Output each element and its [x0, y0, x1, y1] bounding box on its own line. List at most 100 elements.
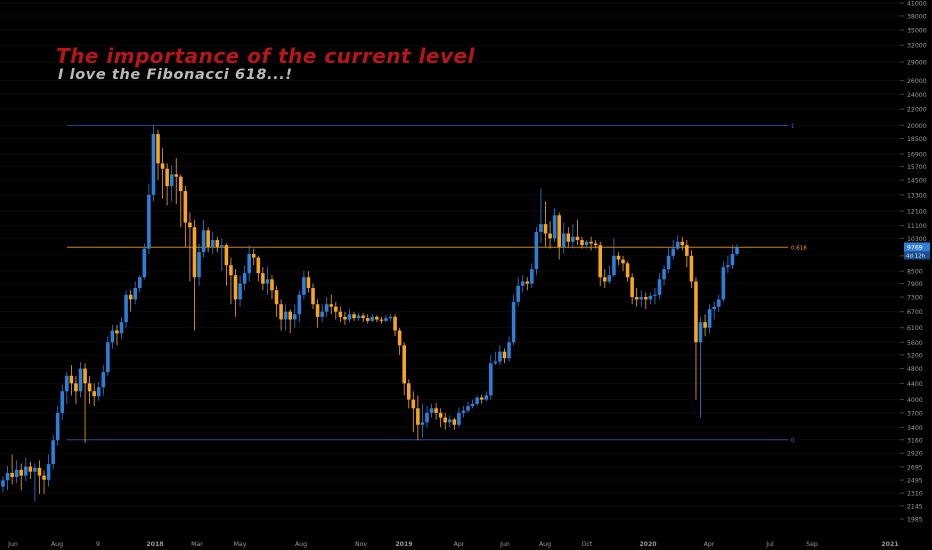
candle — [411, 391, 416, 433]
price-axis[interactable]: 41000 38000 35000 32000 29000 26000 24000 22000… — [900, 0, 932, 550]
candle — [28, 461, 33, 480]
y-tick-label: 26000 — [907, 78, 927, 85]
candle — [712, 301, 716, 320]
candle — [51, 434, 55, 470]
candle-body — [698, 322, 703, 343]
x-tick-label: Mar — [191, 541, 203, 548]
candle — [694, 277, 698, 400]
candle-body — [716, 299, 721, 307]
candle — [507, 336, 511, 362]
candle — [689, 250, 694, 288]
candle — [352, 311, 356, 321]
y-tick-label: 15700 — [907, 164, 927, 171]
candle-body — [539, 224, 543, 232]
x-tick-label: Aug — [295, 541, 307, 548]
candle-body — [406, 383, 411, 400]
candle-body — [192, 227, 197, 278]
candle-body — [338, 311, 343, 317]
candle-body — [575, 236, 580, 241]
candle — [502, 348, 507, 364]
candle-body — [270, 279, 274, 291]
candle-body — [657, 279, 662, 295]
candle — [251, 248, 256, 266]
y-tick-label: 4400 — [907, 381, 923, 388]
candle — [685, 240, 689, 268]
candle-body — [680, 241, 685, 246]
countdown-badge — [904, 251, 930, 260]
candle — [434, 403, 438, 420]
candle-body — [561, 233, 566, 247]
candle — [5, 465, 10, 491]
candle-body — [233, 275, 238, 300]
candle — [55, 405, 60, 446]
x-tick-label: 2018 — [146, 541, 163, 548]
y-tick-label: 4800 — [907, 366, 923, 373]
candle — [657, 273, 662, 300]
candle-body — [397, 330, 402, 346]
candle-body — [489, 363, 493, 396]
candle — [183, 186, 188, 247]
candle — [160, 148, 165, 199]
x-tick-label: 2021 — [881, 541, 898, 548]
candle — [448, 415, 452, 428]
y-tick-label: 24000 — [907, 92, 927, 99]
candle — [584, 240, 589, 249]
candle — [270, 275, 274, 300]
candle-body — [151, 134, 156, 195]
candle-body — [169, 174, 174, 187]
candle-body — [74, 383, 78, 392]
candle-body — [534, 231, 539, 270]
candle-body — [730, 253, 735, 266]
x-tick-label: Jun — [499, 541, 510, 548]
candle — [311, 283, 315, 310]
candle-body — [502, 351, 507, 359]
candle — [156, 129, 160, 181]
candle-body — [1, 480, 5, 487]
candle-body — [520, 281, 525, 286]
candle-body — [315, 304, 320, 317]
candle — [338, 306, 343, 323]
candle-body — [580, 240, 584, 246]
candle — [37, 460, 42, 494]
candle — [470, 399, 475, 409]
candle-body — [425, 412, 429, 423]
candle — [106, 336, 110, 376]
y-tick-label: 29000 — [907, 60, 927, 67]
candle — [110, 324, 115, 349]
candle-body — [96, 387, 101, 397]
y-tick-label: 12100 — [907, 208, 927, 215]
candle — [74, 375, 78, 404]
candle — [33, 463, 37, 502]
candle — [552, 208, 557, 242]
candle — [174, 158, 179, 205]
candle — [292, 304, 297, 328]
time-axis[interactable]: Jun Aug 9 2018 Mar May Aug Nov 2019 Apr Jun Aug Oct 2… — [7, 541, 898, 548]
candle-body — [247, 253, 251, 274]
candle-body — [384, 318, 388, 321]
candle — [192, 219, 197, 331]
x-tick-label: Jul — [765, 541, 774, 548]
y-tick-label: 2920 — [907, 451, 923, 458]
candle — [137, 275, 142, 293]
candle — [297, 290, 302, 323]
candle — [452, 417, 457, 430]
candle-body — [292, 314, 297, 320]
candle — [247, 245, 251, 282]
y-tick-label: 38000 — [907, 13, 927, 20]
candle-body — [147, 194, 151, 249]
y-tick-label: 7300 — [907, 295, 923, 302]
candle — [142, 243, 147, 280]
candle-body — [115, 330, 119, 334]
candle — [274, 285, 279, 317]
candle-body — [124, 294, 128, 323]
candle — [10, 454, 14, 485]
candle-body — [265, 279, 270, 284]
candle-body — [343, 316, 347, 320]
candle-body — [479, 397, 484, 400]
candle — [621, 255, 625, 272]
x-tick-label: Aug — [539, 541, 551, 548]
candle — [361, 312, 365, 323]
candle-body — [119, 322, 124, 334]
candle-body — [685, 245, 689, 256]
